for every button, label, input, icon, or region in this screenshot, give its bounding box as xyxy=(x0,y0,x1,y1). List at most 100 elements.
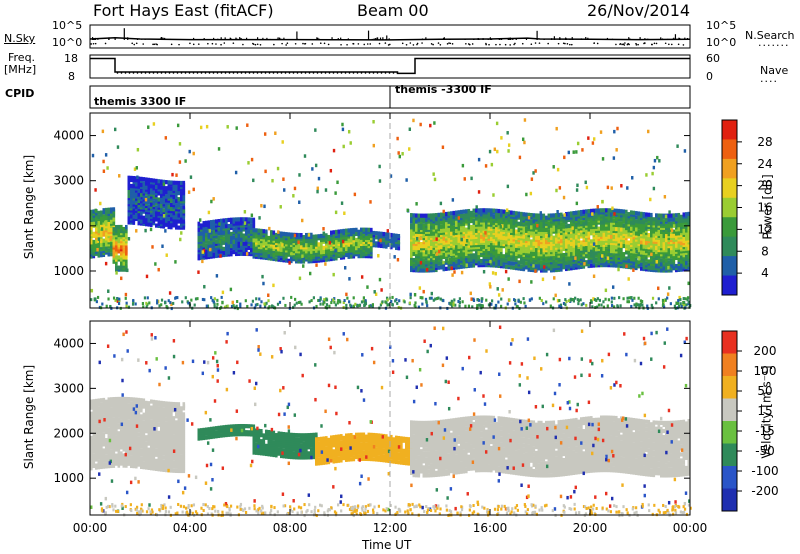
nave-dot xyxy=(328,72,331,74)
heat-cell xyxy=(615,222,618,228)
heat-cell xyxy=(447,254,451,259)
heat-cell xyxy=(495,208,498,213)
heat-cell xyxy=(232,245,236,251)
heat-cell xyxy=(685,260,688,266)
heat-cell xyxy=(252,217,256,222)
heat-cell xyxy=(175,184,178,190)
heat-cell xyxy=(637,229,641,234)
heat-cell xyxy=(422,223,426,228)
heat-cell xyxy=(610,246,613,252)
heat-cell xyxy=(122,261,126,266)
heat-cell xyxy=(480,234,483,239)
heat-cell xyxy=(600,232,603,237)
heat-cell xyxy=(530,212,533,218)
heat-cell xyxy=(165,204,168,209)
nave-dot xyxy=(304,72,307,74)
heat-cell xyxy=(482,226,486,231)
nave-dot xyxy=(276,72,279,74)
heat-cell xyxy=(90,238,93,243)
heat-cell xyxy=(290,232,293,237)
heat-cell xyxy=(487,240,491,245)
nave-dot xyxy=(120,72,123,74)
search-noise-dot xyxy=(192,43,195,46)
heat-cell xyxy=(592,214,596,219)
search-noise-dot xyxy=(509,44,511,46)
heat-cell xyxy=(615,216,618,221)
heat-cell xyxy=(632,265,636,270)
heat-cell xyxy=(577,210,581,215)
heat-cell xyxy=(625,234,628,239)
heat-cell xyxy=(637,260,641,265)
heat-cell xyxy=(305,232,308,238)
heat-cell xyxy=(205,220,208,225)
heat-cell xyxy=(162,208,166,213)
heat-cell xyxy=(580,209,583,215)
heat-cell xyxy=(147,218,151,223)
heat-cell xyxy=(205,236,208,242)
heat-cell xyxy=(455,259,458,264)
heat-cell xyxy=(490,208,493,213)
heat-cell xyxy=(565,256,568,261)
heat-cell xyxy=(310,232,313,237)
nave-dot xyxy=(256,72,259,74)
heat-cell xyxy=(560,239,563,244)
heat-cell xyxy=(672,221,676,226)
heat-cell xyxy=(445,211,448,217)
heat-cell xyxy=(495,226,498,232)
heat-cell xyxy=(620,221,623,226)
heat-cell xyxy=(210,230,213,235)
nave-dot xyxy=(272,72,275,74)
heat-cell xyxy=(617,233,621,238)
heat-cell xyxy=(130,175,133,180)
heat-cell xyxy=(590,239,593,244)
heat-cell xyxy=(512,261,516,266)
heat-cell xyxy=(262,229,266,234)
heat-cell xyxy=(540,213,543,218)
heat-cell xyxy=(260,243,263,248)
heat-cell xyxy=(682,212,686,217)
heat-cell xyxy=(365,227,368,232)
heat-cell xyxy=(635,215,638,220)
heat-cell xyxy=(107,227,111,233)
heat-cell xyxy=(115,265,118,270)
heat-cell xyxy=(340,229,343,234)
heat-cell xyxy=(172,194,176,200)
search-noise-dot xyxy=(628,43,630,46)
search-noise-dot xyxy=(635,42,637,45)
heat-cell xyxy=(332,250,336,255)
heat-cell xyxy=(595,208,598,213)
heat-cell xyxy=(225,218,228,223)
heat-cell xyxy=(110,252,113,257)
heat-cell xyxy=(165,194,168,199)
heat-cell xyxy=(127,191,131,197)
heat-cell xyxy=(100,251,103,256)
nave-dot xyxy=(244,72,247,74)
heat-cell xyxy=(412,245,416,250)
heat-cell xyxy=(102,208,106,213)
heat-cell xyxy=(352,227,356,233)
scatter-cell xyxy=(506,131,509,135)
heat-cell xyxy=(237,217,241,222)
heat-cell xyxy=(337,229,341,234)
heat-cell xyxy=(155,178,158,183)
heat-cell xyxy=(142,181,146,186)
heat-cell xyxy=(322,245,326,250)
heat-cell xyxy=(545,215,548,220)
heat-cell xyxy=(397,246,401,251)
heat-cell xyxy=(662,219,666,224)
heat-cell xyxy=(337,247,341,252)
heat-cell xyxy=(612,208,616,213)
heat-cell xyxy=(482,244,486,249)
nave-dot xyxy=(128,72,131,74)
heat-cell xyxy=(147,214,151,219)
heat-cell xyxy=(602,240,606,245)
search-noise-dot xyxy=(409,42,412,44)
heat-cell xyxy=(522,267,526,272)
heat-cell xyxy=(272,244,276,249)
search-noise-dot xyxy=(569,43,571,46)
nave-dot xyxy=(300,72,303,74)
heat-cell xyxy=(540,231,543,237)
heat-cell xyxy=(382,238,386,243)
heat-cell xyxy=(375,241,378,246)
nave-dot xyxy=(376,72,379,74)
